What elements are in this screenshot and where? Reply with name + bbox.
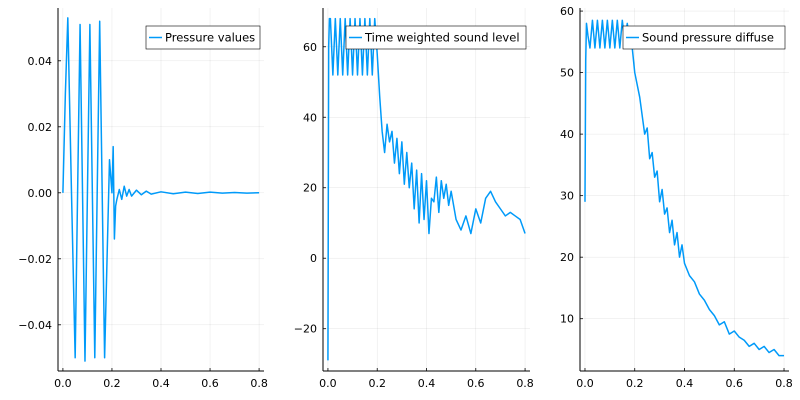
y-tick-label: 30 (560, 190, 574, 203)
legend: Pressure values (145, 25, 261, 50)
y-tick-label: 50 (560, 67, 574, 80)
legend-box (622, 25, 786, 50)
x-tick-label: 0.4 (418, 377, 436, 390)
x-tick-label: 0.0 (54, 377, 72, 390)
legend-box (145, 25, 261, 50)
y-tick-label: 20 (303, 182, 317, 195)
x-tick-label: 0.0 (319, 377, 337, 390)
panel-pressure-values: 0.0 0.2 0.4 0.6 0.8 0.04 0.02 0.00 −0.02 −0.04 Pr… (18, 8, 268, 390)
x-tick-label: 0.8 (775, 377, 793, 390)
legend-label-pressure-values: Pressure values (165, 31, 255, 45)
y-tick-label: 0.02 (28, 121, 53, 134)
x-tick-label: 0.2 (103, 377, 121, 390)
x-tick-label: 0.8 (250, 377, 268, 390)
x-tick-label: 0.4 (152, 377, 170, 390)
y-tick-label: 20 (560, 251, 574, 264)
tick-labels: 0.0 0.2 0.4 0.6 0.8 60 50 40 30 20 10 (560, 5, 793, 390)
grid-lines (580, 8, 789, 371)
tick-labels: 0.0 0.2 0.4 0.6 0.8 0.04 0.02 0.00 −0.02 −0.04 (18, 55, 268, 390)
panel-time-weighted-sound-level: 0.0 0.2 0.4 0.6 0.8 60 40 20 0 −20 Time weighted … (294, 8, 534, 390)
legend-label-sound-pressure-diffuse: Sound pressure diffuse (642, 31, 774, 45)
y-tick-label: −0.02 (18, 253, 52, 266)
series-line-sound-pressure-diffuse (584, 19, 785, 357)
x-tick-label: 0.0 (576, 377, 594, 390)
y-tick-label: 10 (560, 313, 574, 326)
series-line-pressure-values (62, 17, 260, 362)
plot-area (580, 8, 789, 371)
x-tick-label: 0.8 (516, 377, 534, 390)
x-tick-label: 0.4 (676, 377, 694, 390)
y-tick-label: 0.04 (28, 55, 53, 68)
y-tick-label: 60 (303, 41, 317, 54)
legend: Time weighted sound level (345, 25, 527, 50)
legend-label-time-weighted-sound-level: Time weighted sound level (364, 31, 520, 45)
tick-labels: 0.0 0.2 0.4 0.6 0.8 60 40 20 0 −20 (294, 41, 534, 390)
x-tick-label: 0.6 (726, 377, 744, 390)
x-tick-label: 0.2 (626, 377, 644, 390)
y-tick-label: 0.00 (28, 187, 53, 200)
y-tick-label: 60 (560, 5, 574, 18)
legend-box (345, 25, 527, 50)
x-tick-label: 0.6 (201, 377, 219, 390)
x-tick-label: 0.6 (467, 377, 485, 390)
panel-sound-pressure-diffuse: 0.0 0.2 0.4 0.6 0.8 60 50 40 30 20 10 Sound pressu… (560, 5, 793, 390)
y-tick-label: −20 (294, 323, 317, 336)
y-tick-label: 40 (303, 111, 317, 124)
y-tick-label: 0 (310, 252, 317, 265)
y-tick-label: 40 (560, 128, 574, 141)
y-tick-label: −0.04 (18, 319, 52, 332)
x-tick-label: 0.2 (368, 377, 386, 390)
legend: Sound pressure diffuse (622, 25, 786, 50)
